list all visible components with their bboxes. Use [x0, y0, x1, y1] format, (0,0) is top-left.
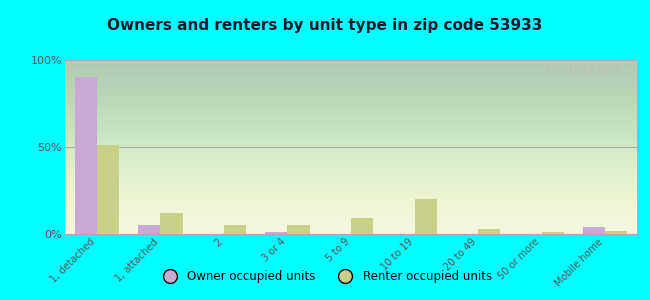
Text: Owners and renters by unit type in zip code 53933: Owners and renters by unit type in zip c… — [107, 18, 543, 33]
Bar — [605, 230, 627, 234]
Bar — [541, 232, 564, 234]
Bar — [415, 199, 437, 234]
Legend: Owner occupied units, Renter occupied units: Owner occupied units, Renter occupied un… — [153, 266, 497, 288]
Bar — [478, 229, 500, 234]
Bar — [583, 227, 605, 234]
Text: City-Data.com: City-Data.com — [546, 65, 620, 75]
Bar — [75, 77, 97, 234]
Bar — [224, 225, 246, 234]
Bar — [265, 232, 287, 234]
Bar — [287, 225, 309, 234]
Bar — [97, 145, 119, 234]
Bar — [351, 218, 373, 234]
Bar — [138, 225, 161, 234]
Bar — [161, 213, 183, 234]
